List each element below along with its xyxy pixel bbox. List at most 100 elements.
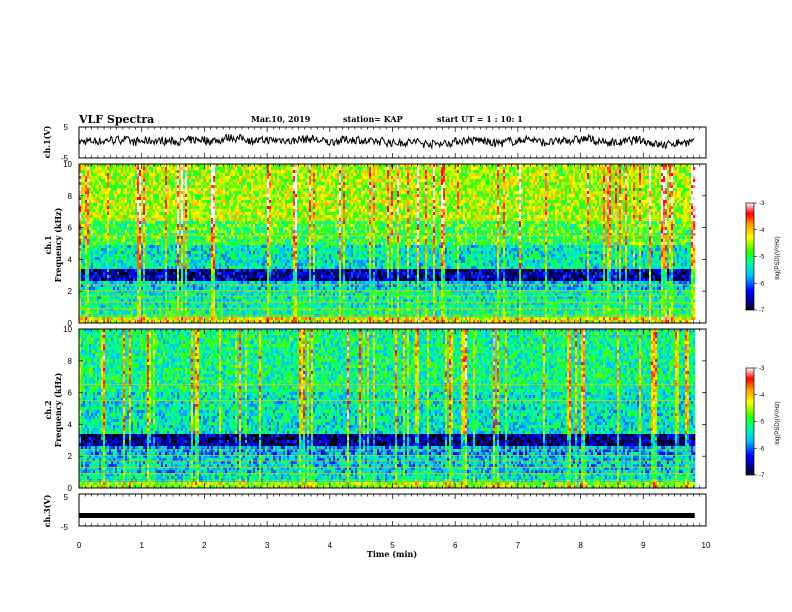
spectrogram-cell [101,263,104,267]
spectrogram-cell [139,215,142,219]
spectrogram-cell [209,221,212,225]
spectrogram-cell [105,251,108,255]
spectrogram-cell [251,224,254,228]
spectrogram-cell [89,224,92,228]
spectrogram-cell [83,230,86,234]
spectrogram-cell [223,167,226,171]
spectrogram-cell [215,263,218,267]
spectrogram-cell [175,185,178,189]
spectrogram-cell [231,203,234,207]
spectrogram-cell [179,209,182,213]
spectrogram-cell [191,284,194,288]
spectrogram-cell [201,278,204,282]
spectrogram-cell [163,200,166,204]
spectrogram-cell [87,212,90,216]
spectrogram-cell [81,290,84,294]
spectrogram-cell [257,278,260,282]
spectrogram-cell [99,269,102,273]
spectrogram-cell [81,170,84,174]
spectrogram-cell [235,209,238,213]
spectrogram-cell [207,284,210,288]
spectrogram-cell [97,308,100,312]
spectrogram-cell [171,299,174,303]
spectrogram-cell [157,200,160,204]
spectrogram-cell [191,245,194,249]
spectrogram-cell [155,221,158,225]
spectrogram-cell [153,200,156,204]
spectrogram-cell [211,290,214,294]
spectrogram-cell [251,260,254,264]
spectrogram-cell [83,215,86,219]
spectrogram-cell [155,272,158,276]
spectrogram-cell [143,200,146,204]
spectrogram-cell [217,320,220,324]
spectrogram-cell [185,284,188,288]
spectrogram-cell [257,248,260,252]
spectrogram-cell [223,182,226,186]
spectrogram-cell [119,194,122,198]
spectrogram-cell [215,275,218,279]
spectrogram-cell [157,224,160,228]
spectrogram-cell [129,176,132,180]
spectrogram-cell [243,170,246,174]
spectrogram-cell [241,236,244,240]
spectrogram-cell [205,164,208,168]
spectrogram-cell [179,320,182,324]
spectrogram-cell [257,305,260,309]
spectrogram-cell [149,302,152,306]
spectrogram-cell [119,251,122,255]
spectrogram-cell [155,164,158,168]
spectrogram-cell [193,293,196,297]
spectrogram-cell [233,185,236,189]
spectrogram-cell [171,308,174,312]
spectrogram-cell [119,266,122,270]
spectrogram-cell [163,206,166,210]
spectrogram-cell [125,230,128,234]
spectrogram-cell [207,209,210,213]
spectrogram-cell [251,308,254,312]
spectrogram-cell [185,200,188,204]
spectrogram-cell [93,194,96,198]
spectrogram-cell [161,194,164,198]
spectrogram-cell [163,302,166,306]
spectrogram-cell [119,305,122,309]
spectrogram-cell [119,215,122,219]
spectrogram-cell [147,173,150,177]
spectrogram-cell [165,251,168,255]
spectrogram-cell [99,182,102,186]
spectrogram-cell [173,236,176,240]
spectrogram-cell [213,308,216,312]
spectrogram-cell [145,173,148,177]
spectrogram-cell [161,263,164,267]
spectrogram-cell [227,248,230,252]
spectrogram-cell [135,290,138,294]
spectrogram-cell [177,179,180,183]
spectrogram-cell [239,185,242,189]
spectrogram-cell [241,209,244,213]
spectrogram-cell [251,320,254,324]
spectrogram-cell [189,179,192,183]
spectrogram-cell [147,293,150,297]
spectrogram-cell [221,233,224,237]
spectrogram-cell [127,269,130,273]
spectrogram-cell [251,200,254,204]
spectrogram-cell [153,302,156,306]
spectrogram-cell [233,305,236,309]
spectrogram-cell [221,242,224,246]
spectrogram-cell [153,224,156,228]
spectrogram-cell [185,188,188,192]
spectrogram-cell [159,311,162,315]
spectrogram-cell [241,278,244,282]
spectrogram-cell [219,299,222,303]
spectrogram-cell [95,185,98,189]
spectrogram-cell [207,296,210,300]
spectrogram-cell [161,266,164,270]
spectrogram-cell [137,266,140,270]
spectrogram-cell [255,176,258,180]
spectrogram-cell [201,305,204,309]
spectrogram-cell [91,227,94,231]
spectrogram-cell [101,305,104,309]
spectrogram-cell [91,194,94,198]
spectrogram-cell [95,308,98,312]
spectrogram-cell [229,260,232,264]
